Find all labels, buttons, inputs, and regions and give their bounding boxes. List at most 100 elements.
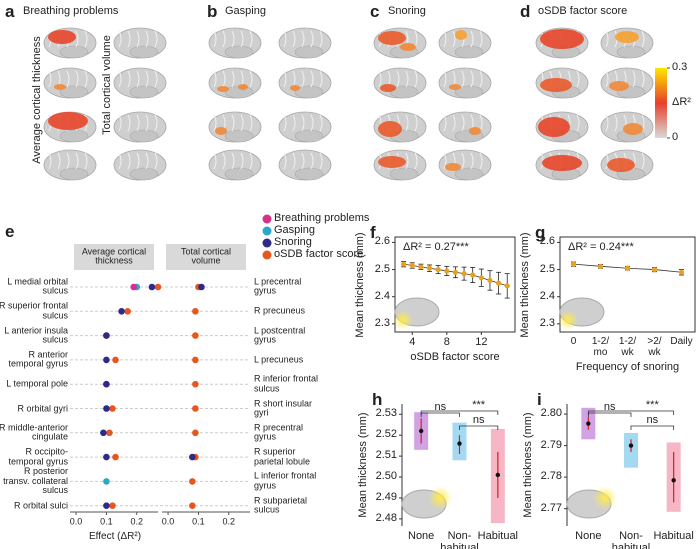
facet-header [74, 244, 154, 270]
point [487, 277, 493, 284]
legend-label: Gasping [274, 224, 315, 237]
dot [112, 453, 119, 461]
dot [192, 332, 199, 339]
legend-label: Breathing problems [274, 212, 370, 225]
gyrus [614, 114, 618, 132]
y-tick-label: 2.5 [374, 262, 390, 275]
y-tick-label: 2.48 [375, 512, 397, 525]
x-axis-label: Frequency of snoring [575, 361, 680, 374]
brain [43, 67, 97, 99]
gyrus [154, 114, 158, 132]
brain-lobe [294, 167, 324, 181]
gyrus [605, 152, 609, 170]
legend-swatch [262, 226, 272, 236]
effect-patch [48, 112, 88, 130]
gyrus [84, 152, 88, 170]
gyrus [452, 30, 456, 48]
gyrus [632, 70, 636, 88]
x-tick-label: Daily [670, 336, 693, 347]
dot [124, 308, 131, 315]
y-tick-label: 2.6 [374, 235, 390, 248]
effect-patch [449, 84, 461, 90]
row-label: L precuneus [254, 354, 304, 365]
x-tick-label: 0.2 [130, 516, 144, 527]
gyrus [479, 152, 483, 170]
gyrus [118, 30, 122, 48]
gyrus [443, 70, 447, 88]
gyrus [470, 70, 474, 88]
point [495, 280, 502, 286]
brain-lobe [129, 45, 159, 59]
dot [106, 429, 113, 437]
y-tick-label: 2.4 [374, 289, 390, 302]
gyrus [145, 152, 149, 170]
brain [113, 111, 167, 143]
significance-bracket [420, 410, 499, 415]
x-axis-label: Effect (ΔR²) [88, 530, 142, 542]
x-tick-label: Non-habitual [440, 530, 479, 549]
y-tick-label: 2.80 [540, 407, 562, 420]
dot [189, 453, 196, 461]
gyrus [301, 70, 305, 88]
effect-patch [400, 43, 416, 51]
gyrus [310, 70, 314, 88]
gyrus [310, 30, 314, 48]
brain [208, 67, 262, 99]
brain [278, 149, 332, 181]
y-tick-label: 2.5 [539, 262, 555, 275]
x-tick-label: >2/ wk [647, 336, 662, 358]
annotation: ΔR² = 0.24*** [568, 241, 634, 254]
row-label: L precentral gyrus [254, 276, 302, 296]
panel-letter: g [535, 223, 546, 243]
significance-bracket [630, 425, 675, 430]
gyrus [283, 114, 287, 132]
gyrus [84, 70, 88, 88]
gyrus [127, 70, 131, 88]
inset-highlight [593, 486, 617, 510]
brain [278, 27, 332, 59]
gyrus [319, 114, 323, 132]
brain [208, 149, 262, 181]
gyrus [301, 30, 305, 48]
effect-patch [378, 156, 406, 168]
gyrus [605, 114, 609, 132]
gyrus [479, 30, 483, 48]
point [624, 265, 631, 271]
brain-lobe [454, 85, 484, 99]
effect-patch [615, 31, 639, 43]
y-tick-label: 2.52 [375, 428, 397, 441]
panel-letter: c [370, 2, 380, 22]
gyrus [319, 152, 323, 170]
gyrus [84, 30, 88, 48]
dot [103, 453, 110, 461]
point [504, 283, 510, 289]
gyrus [283, 70, 287, 88]
row-label: R inferior frontal sulcus [254, 373, 319, 394]
brain [278, 111, 332, 143]
gyrus [57, 152, 61, 170]
gyrus [136, 114, 140, 132]
point [426, 265, 433, 271]
gyrus [443, 152, 447, 170]
dot [198, 283, 205, 291]
brain-lobe [454, 45, 484, 59]
colorbar-tick-label: 0.3 [672, 61, 688, 74]
brain-lobe [59, 129, 89, 143]
facet-header [166, 244, 246, 270]
significance-bracket [587, 410, 675, 415]
effect-patch [609, 81, 629, 91]
brain [208, 111, 262, 143]
gyrus [136, 152, 140, 170]
significance-label: ns [434, 401, 447, 414]
dot [130, 283, 138, 291]
mean-point [457, 441, 462, 446]
inset-highlight [393, 310, 413, 330]
gyrus [396, 70, 400, 88]
inset-highlight [558, 310, 578, 330]
gyrus [605, 70, 609, 88]
gyrus [240, 152, 244, 170]
gyrus [231, 30, 235, 48]
panel-letter: d [520, 2, 531, 22]
effect-patch [378, 121, 402, 137]
gyrus [378, 70, 382, 88]
